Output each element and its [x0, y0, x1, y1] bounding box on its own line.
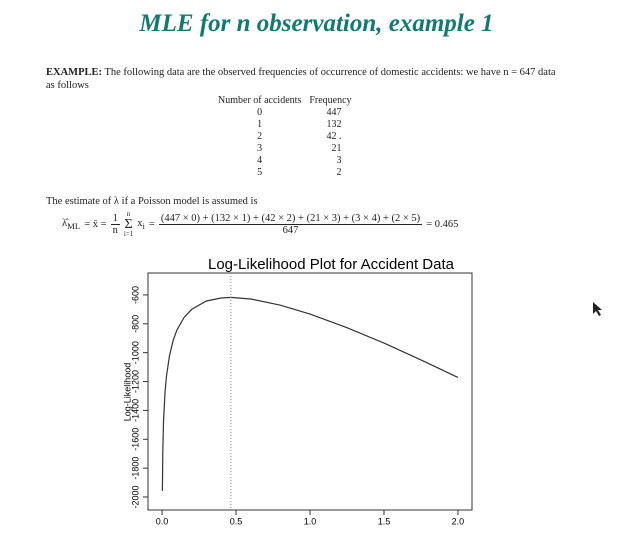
table-header: Frequency [309, 94, 352, 106]
sum-sign: Σ [124, 217, 133, 232]
formula-lhs: λ̂ML [62, 218, 80, 231]
result: = 0.465 [426, 219, 459, 230]
sum-bottom: i=1 [123, 230, 134, 238]
table-cell: 42 . [326, 130, 342, 142]
table-cell: 4 [257, 154, 263, 166]
equals: = x̄ = [84, 219, 107, 230]
table-cell: 3 [336, 154, 342, 166]
x-tick-label: 1.0 [304, 516, 317, 526]
estimate-text: The estimate of λ if a Poisson model is … [46, 196, 258, 207]
table-header: Number of accidents [218, 94, 302, 106]
x: x [137, 217, 143, 229]
table-cell: 3 [257, 142, 263, 154]
mouse-cursor [593, 302, 602, 316]
lhs-sub: ML [67, 221, 81, 232]
plot-frame [147, 272, 473, 511]
table-cell: 132 [326, 118, 342, 130]
chart-title: Log-Likelihood Plot for Accident Data [208, 256, 455, 273]
table-row: 2 42 . [214, 130, 356, 142]
table-cell: 5 [257, 166, 263, 178]
likelihood-curve [161, 296, 459, 491]
y-axis-label: Log-Likelihood [122, 363, 132, 422]
intro-text: The following data are the observed freq… [46, 67, 556, 91]
x-tick-label: 0.0 [156, 516, 169, 526]
table-cell: 2 [336, 166, 342, 178]
table-cell: 2 [257, 130, 263, 142]
fraction: (447 × 0) + (132 × 1) + (42 × 2) + (21 ×… [158, 213, 423, 236]
table-cell: 447 [326, 106, 342, 118]
y-tick-label: -1200 [130, 370, 140, 393]
table-cell: 21 [331, 142, 342, 154]
table-row: 0 447 [214, 106, 356, 118]
y-tick-label: -600 [130, 286, 140, 304]
denominator: n [112, 225, 118, 236]
sum-top: n [126, 210, 131, 218]
table-cell: 0 [257, 106, 263, 118]
lambda-hat: λ̂ [62, 217, 68, 229]
table-cell: 1 [257, 118, 263, 130]
numerator: 1 [110, 213, 120, 225]
slide-title: MLE for n observation, example 1 [139, 10, 494, 37]
y-tick-label: -1600 [130, 428, 140, 451]
x-sub: i [142, 221, 145, 232]
equals: = [148, 219, 155, 230]
x-tick-label: 1.5 [378, 516, 391, 526]
denominator: 647 [282, 225, 299, 236]
y-tick-label: -2000 [130, 485, 140, 508]
y-tick-label: -1800 [130, 457, 140, 480]
x-tick-label: 2.0 [452, 516, 465, 526]
x-i: xi [137, 218, 145, 231]
data-table: Number of accidents Frequency 0 447 1 132 2 42 … [214, 94, 356, 178]
y-tick-label: -1000 [130, 341, 140, 364]
y-tick-label: -1400 [130, 399, 140, 422]
intro: EXAMPLE: The following data are the obse… [46, 66, 566, 92]
intro-label: EXAMPLE: [46, 67, 102, 78]
x-tick-label: 0.5 [230, 516, 243, 526]
table-row: 1 132 [214, 118, 356, 130]
y-tick-label: -800 [130, 315, 140, 333]
table-row: 3 21 [214, 142, 356, 154]
numerator: (447 × 0) + (132 × 1) + (42 × 2) + (21 ×… [158, 213, 423, 225]
